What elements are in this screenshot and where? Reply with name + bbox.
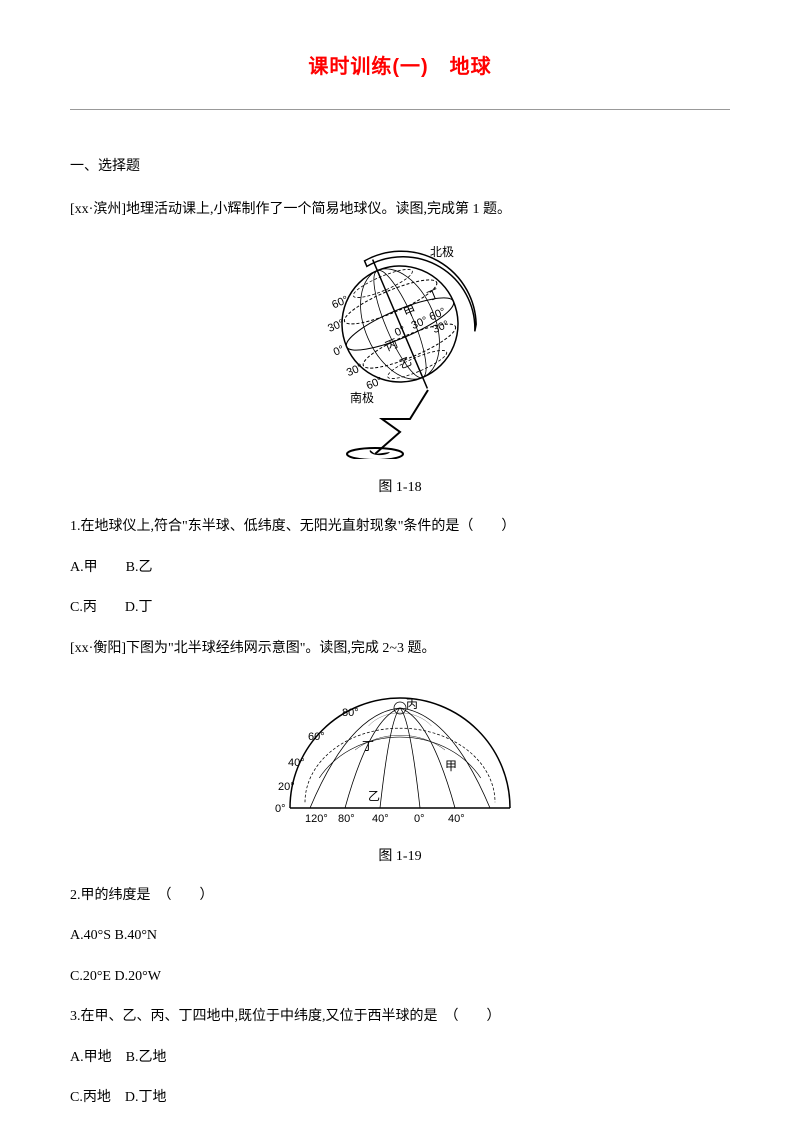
svg-text:甲: 甲: [402, 303, 419, 321]
svg-text:80°: 80°: [342, 707, 359, 719]
q1-opt-a: A.甲: [70, 560, 98, 575]
q2-opt-a: A.40°S: [70, 928, 111, 943]
question-3-options-ab: A.甲地 B.乙地: [70, 1047, 730, 1069]
svg-text:80°: 80°: [338, 813, 355, 825]
q2-opt-b: B.40°N: [115, 928, 158, 943]
q3-opt-c: C.丙地: [70, 1090, 111, 1105]
figure-2-caption: 图 1-19: [70, 845, 730, 865]
question-1-stem: 1.在地球仪上,符合"东半球、低纬度、无阳光直射现象"条件的是（ ）: [70, 516, 730, 538]
hemisphere-diagram: 0° 20° 40° 60° 80° 120° 80° 40° 0° 40° 甲…: [270, 678, 530, 828]
question-2-options-cd: C.20°E D.20°W: [70, 966, 730, 988]
question-1-options-ab: A.甲 B.乙: [70, 557, 730, 579]
svg-text:0°: 0°: [275, 803, 286, 815]
svg-text:30°: 30°: [345, 362, 365, 380]
question-2-options-ab: A.40°S B.40°N: [70, 925, 730, 947]
question-3-stem: 3.在甲、乙、丙、丁四地中,既位于中纬度,又位于西半球的是 （ ）: [70, 1006, 730, 1028]
svg-text:40°: 40°: [372, 813, 389, 825]
q1-opt-b: B.乙: [126, 560, 153, 575]
q3-opt-b: B.乙地: [126, 1050, 167, 1065]
svg-text:60°: 60°: [365, 375, 385, 393]
section-heading: 一、选择题: [70, 155, 730, 175]
svg-text:北极: 北极: [430, 245, 454, 259]
q2-opt-c: C.20°E: [70, 969, 111, 984]
svg-text:南极: 南极: [350, 390, 374, 405]
svg-text:60°: 60°: [308, 731, 325, 743]
q3-opt-a: A.甲地: [70, 1050, 112, 1065]
figure-1-caption: 图 1-18: [70, 476, 730, 496]
svg-text:40°: 40°: [288, 757, 305, 769]
svg-text:0°: 0°: [414, 813, 425, 825]
svg-text:20°: 20°: [278, 781, 295, 793]
svg-text:40°: 40°: [448, 813, 465, 825]
question-1-options-cd: C.丙 D.丁: [70, 597, 730, 619]
svg-text:60°: 60°: [330, 294, 350, 312]
svg-text:甲: 甲: [445, 759, 457, 773]
figure-1: 0° 30° 30° 60° 60° 0° 30° 60° 甲 丁 丙 乙 30…: [70, 239, 730, 464]
globe-diagram: 0° 30° 30° 60° 60° 0° 30° 60° 甲 丁 丙 乙 30…: [295, 239, 505, 459]
svg-text:0°: 0°: [332, 344, 346, 359]
q2-opt-d: D.20°W: [115, 969, 161, 984]
q1-opt-d: D.丁: [125, 600, 153, 615]
question-2-stem: 2.甲的纬度是 （ ）: [70, 885, 730, 907]
q1-opt-c: C.丙: [70, 600, 97, 615]
question-3-options-cd: C.丙地 D.丁地: [70, 1087, 730, 1109]
svg-text:120°: 120°: [305, 813, 328, 825]
context-text-2: [xx·衡阳]下图为"北半球经纬网示意图"。读图,完成 2~3 题。: [70, 638, 730, 660]
q3-opt-d: D.丁地: [125, 1090, 167, 1105]
svg-text:乙: 乙: [368, 789, 380, 803]
figure-2: 0° 20° 40° 60° 80° 120° 80° 40° 0° 40° 甲…: [70, 678, 730, 833]
page-title: 课时训练(一) 地球: [70, 50, 730, 79]
context-text-1: [xx·滨州]地理活动课上,小辉制作了一个简易地球仪。读图,完成第 1 题。: [70, 199, 730, 221]
divider: [70, 109, 730, 110]
svg-text:丙: 丙: [406, 697, 418, 711]
svg-text:丁: 丁: [362, 739, 374, 753]
